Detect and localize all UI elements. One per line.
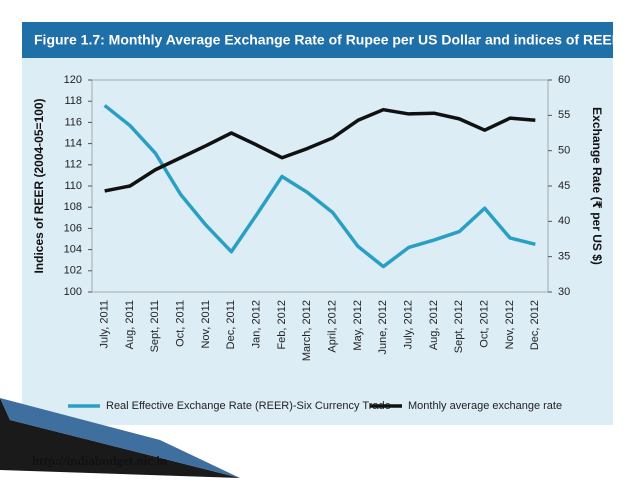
y-tick-label: 118 bbox=[64, 95, 82, 107]
y-tick-label: 106 bbox=[64, 222, 82, 234]
y-tick-label: 112 bbox=[64, 159, 82, 171]
y2-tick-label: 50 bbox=[558, 145, 570, 157]
title-bar bbox=[22, 22, 613, 58]
x-tick-label: Oct, 2011 bbox=[175, 300, 187, 347]
y-tick-label: 104 bbox=[64, 244, 82, 256]
x-tick-label: Nov, 2012 bbox=[504, 300, 516, 349]
y-tick-label: 120 bbox=[64, 74, 82, 86]
x-tick-label: March, 2012 bbox=[301, 300, 313, 361]
y2-axis-title: Exchange Rate (₹ per US $) bbox=[590, 107, 604, 265]
x-tick-label: Sept, 2012 bbox=[453, 300, 465, 353]
x-tick-label: Aug, 2011 bbox=[124, 300, 136, 349]
decor-swoosh bbox=[0, 398, 240, 478]
y2-tick-label: 35 bbox=[558, 251, 570, 263]
series-line bbox=[103, 104, 536, 269]
x-tick-label: Dec, 2011 bbox=[225, 300, 237, 349]
y2-tick-label: 30 bbox=[558, 286, 570, 298]
footer-url: http://indiabudget.nic.in bbox=[32, 453, 168, 468]
x-tick-label: Jan, 2012 bbox=[251, 300, 263, 348]
x-tick-label: June, 2012 bbox=[377, 300, 389, 354]
decor-swoosh-2 bbox=[0, 398, 240, 478]
x-tick-label: May, 2012 bbox=[352, 300, 364, 351]
legend-label: Real Effective Exchange Rate (REER)-Six … bbox=[106, 400, 391, 412]
y-tick-label: 110 bbox=[64, 180, 82, 192]
x-tick-label: Dec, 2012 bbox=[529, 300, 541, 350]
y2-tick-label: 60 bbox=[558, 74, 570, 86]
x-tick-label: July, 2012 bbox=[403, 300, 415, 349]
x-tick-label: July, 2011 bbox=[99, 300, 111, 349]
x-tick-label: Aug, 2012 bbox=[428, 300, 440, 350]
y2-tick-label: 45 bbox=[558, 180, 570, 192]
legend-label: Monthly average exchange rate bbox=[408, 400, 562, 412]
y-tick-label: 100 bbox=[64, 286, 82, 298]
y-axis-title: Indices of REER (2004-05=100) bbox=[32, 98, 46, 273]
y-tick-label: 108 bbox=[64, 201, 82, 213]
x-tick-label: Sept, 2011 bbox=[149, 300, 161, 352]
y-tick-label: 102 bbox=[64, 265, 82, 277]
x-tick-label: Nov, 2011 bbox=[200, 300, 212, 349]
y2-tick-label: 40 bbox=[558, 215, 570, 227]
y-tick-label: 116 bbox=[64, 116, 82, 128]
x-tick-label: Oct, 2012 bbox=[479, 300, 491, 348]
series-line bbox=[104, 107, 536, 193]
x-tick-label: Feb, 2012 bbox=[276, 300, 288, 350]
x-tick-label: April, 2012 bbox=[327, 300, 339, 353]
y2-tick-label: 55 bbox=[558, 109, 570, 121]
y-tick-label: 114 bbox=[64, 138, 82, 150]
chart-title: Figure 1.7: Monthly Average Exchange Rat… bbox=[34, 32, 622, 48]
